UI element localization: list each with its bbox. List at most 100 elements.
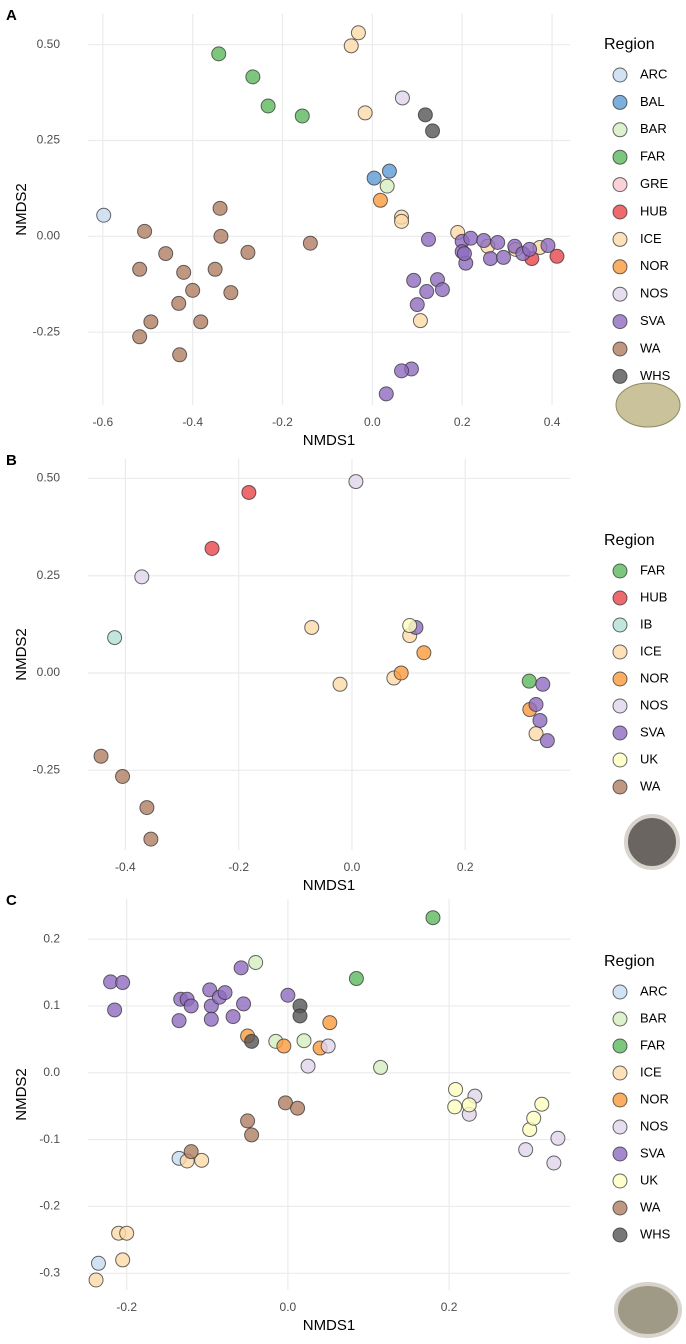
point [321, 1039, 335, 1053]
panel-label: B [6, 452, 17, 469]
legend-label: WHS [640, 368, 671, 383]
x-tick-label: -0.4 [115, 860, 136, 874]
amphipod-icon [616, 383, 680, 427]
legend-label: WA [640, 1199, 661, 1214]
point [108, 631, 122, 645]
point [184, 1145, 198, 1159]
point [491, 235, 505, 249]
point [213, 201, 227, 215]
point [394, 666, 408, 680]
y-tick-label: 0.00 [37, 665, 61, 679]
legend-label: HUB [640, 589, 667, 604]
panel-label: C [6, 892, 17, 909]
legend-label: WA [640, 340, 661, 355]
legend-label: HUB [640, 203, 667, 218]
point [133, 330, 147, 344]
x-tick-label: 0.0 [364, 415, 381, 429]
legend-swatch [613, 591, 627, 605]
point [426, 124, 440, 138]
figure: A-0.6-0.4-0.20.00.20.40.500.250.00-0.25N… [0, 0, 686, 1344]
legend-label: UK [640, 751, 658, 766]
y-tick-label: 0.25 [37, 568, 61, 582]
legend-swatch [613, 342, 627, 356]
legend-label: NOS [640, 286, 669, 301]
legend-swatch [613, 618, 627, 632]
x-tick-label: 0.2 [454, 415, 471, 429]
point [204, 1012, 218, 1026]
legend-swatch [613, 95, 627, 109]
point [547, 1156, 561, 1170]
point [529, 697, 543, 711]
legend-title: Region [604, 953, 655, 970]
y-axis-title: NMDS2 [13, 183, 30, 236]
legend-swatch [613, 985, 627, 999]
legend-swatch [613, 1147, 627, 1161]
point [395, 364, 409, 378]
legend-label: SVA [640, 1145, 665, 1160]
legend-label: ICE [640, 1064, 662, 1079]
point [159, 247, 173, 261]
legend-swatch [613, 232, 627, 246]
point [305, 620, 319, 634]
legend-swatch [613, 68, 627, 82]
x-tick-label: -0.2 [228, 860, 249, 874]
point [301, 1059, 315, 1073]
legend-label: NOR [640, 258, 669, 273]
legend-swatch [613, 672, 627, 686]
point [91, 1256, 105, 1270]
x-tick-label: -0.6 [92, 415, 113, 429]
legend-swatch [613, 726, 627, 740]
point [116, 769, 130, 783]
point [234, 961, 248, 975]
legend-label: BAL [640, 94, 665, 109]
point [133, 262, 147, 276]
point [533, 713, 547, 727]
point [349, 972, 363, 986]
point [261, 99, 275, 113]
legend-swatch [613, 1201, 627, 1215]
point [483, 252, 497, 266]
point [323, 1016, 337, 1030]
point [367, 171, 381, 185]
point [218, 986, 232, 1000]
point [551, 1131, 565, 1145]
point [177, 265, 191, 279]
legend-swatch [613, 1012, 627, 1026]
point [522, 674, 536, 688]
point [184, 999, 198, 1013]
snail-icon [626, 816, 678, 868]
legend-label: NOS [640, 697, 669, 712]
legend-label: BAR [640, 121, 667, 136]
point [380, 179, 394, 193]
point [523, 242, 537, 256]
point [242, 485, 256, 499]
y-tick-label: 0.50 [37, 37, 61, 51]
legend-swatch [613, 260, 627, 274]
point [374, 1060, 388, 1074]
legend-swatch [613, 287, 627, 301]
point [138, 224, 152, 238]
legend-swatch [613, 1228, 627, 1242]
legend-label: BAR [640, 1010, 667, 1025]
point [426, 911, 440, 925]
point [351, 26, 365, 40]
legend-title: Region [604, 532, 655, 549]
legend-swatch [613, 699, 627, 713]
barnacle-icon [616, 1284, 680, 1336]
point [94, 749, 108, 763]
legend-label: UK [640, 1172, 658, 1187]
point [116, 976, 130, 990]
point [464, 231, 478, 245]
point [358, 106, 372, 120]
point [241, 1114, 255, 1128]
point [245, 1128, 259, 1142]
point [172, 296, 186, 310]
x-tick-label: -0.2 [116, 1300, 137, 1314]
y-tick-label: -0.25 [33, 324, 61, 338]
legend-label: WA [640, 778, 661, 793]
point [373, 193, 387, 207]
point [277, 1039, 291, 1053]
point [382, 164, 396, 178]
